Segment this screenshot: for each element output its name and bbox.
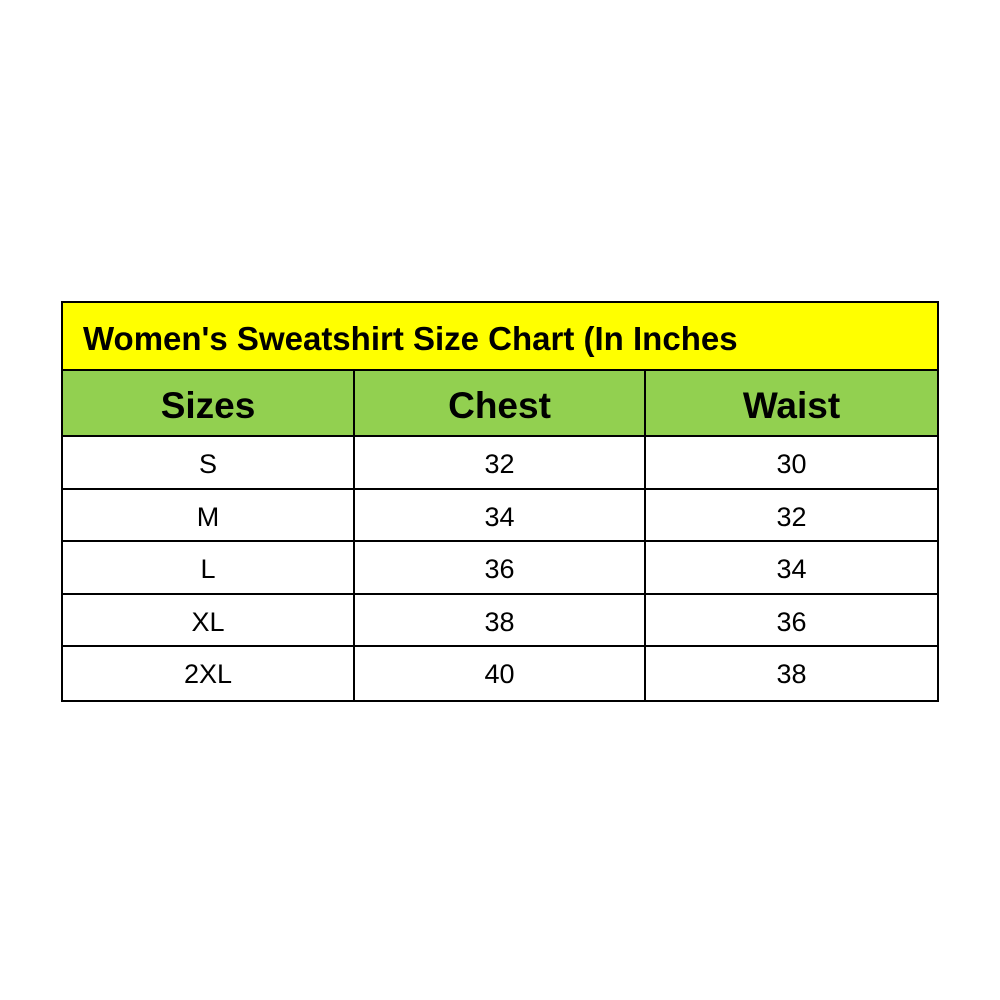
waist-cell: 30: [776, 449, 807, 479]
table-row: L 36 34: [63, 542, 937, 595]
table-row: S 32 30: [63, 437, 937, 490]
waist-cell: 34: [776, 554, 807, 584]
table-row: XL 38 36: [63, 594, 937, 647]
header-chest: Chest: [355, 371, 646, 435]
header-row: Sizes Chest Waist: [63, 371, 937, 437]
chest-cell: 38: [355, 594, 646, 645]
size-cell: M: [63, 489, 355, 540]
waist-cell: 32: [776, 501, 807, 532]
size-cell: L: [63, 542, 355, 593]
table-row: M 34 32: [63, 489, 937, 542]
waist-cell: 38: [776, 659, 807, 689]
chest-cell: 34: [355, 489, 646, 540]
chest-cell: 36: [355, 542, 646, 593]
waist-cell: 36: [776, 606, 807, 637]
header-sizes: Sizes: [63, 371, 355, 435]
size-cell: 2XL: [63, 647, 355, 700]
size-cell: XL: [63, 594, 355, 645]
table-title: Women's Sweatshirt Size Chart (In Inches: [63, 303, 937, 371]
chest-cell: 40: [355, 647, 646, 700]
chest-cell: 32: [355, 437, 646, 488]
size-chart-table: Women's Sweatshirt Size Chart (In Inches…: [61, 301, 939, 702]
size-cell: S: [63, 437, 355, 488]
table-row: 2XL 40 38: [63, 647, 937, 700]
header-waist: Waist: [742, 385, 841, 426]
